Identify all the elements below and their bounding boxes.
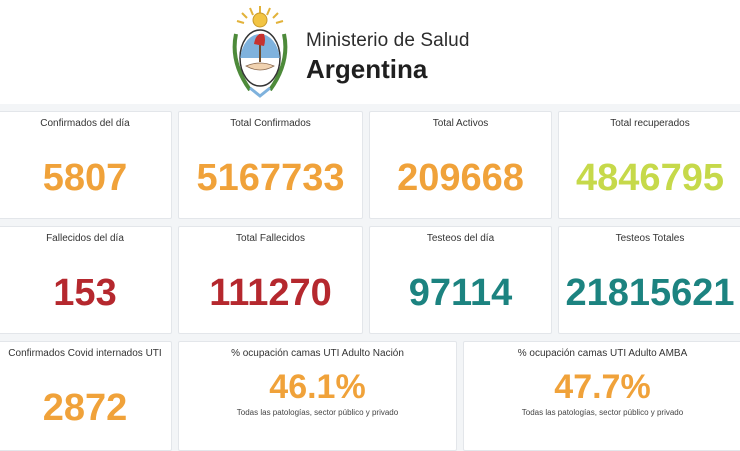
card-label: Total Activos (432, 118, 489, 129)
card-value: 46.1% (269, 368, 366, 406)
card-value: 5167733 (196, 157, 345, 199)
country-name: Argentina (306, 54, 428, 84)
card-label: Fallecidos del día (46, 233, 124, 244)
card-note: Todas las patologías, sector público y p… (236, 408, 399, 417)
card-label: Testeos Totales (615, 233, 685, 244)
card-total-activos: Total Activos 209668 (369, 111, 552, 219)
header: Ministerio de Salud Argentina (0, 0, 740, 104)
card-confirmados-del-dia: Confirmados del día 5807 (0, 111, 172, 219)
card-value: 4846795 (576, 157, 724, 199)
card-ocupacion-uti-amba: % ocupación camas UTI Adulto AMBA 47.7% … (463, 341, 740, 451)
card-value: 5807 (42, 157, 128, 199)
card-label: Testeos del día (426, 233, 495, 244)
ministry-name: Ministerio de Salud (306, 30, 470, 51)
card-label: Total Fallecidos (236, 233, 305, 244)
card-testeos-totales: Testeos Totales 21815621 (558, 226, 740, 334)
card-value: 153 (53, 272, 117, 314)
card-label: Confirmados Covid internados UTI (8, 348, 162, 359)
card-value: 47.7% (554, 368, 651, 406)
card-label: % ocupación camas UTI Adulto Nación (231, 348, 404, 359)
card-value: 209668 (397, 157, 524, 199)
card-value: 97114 (408, 272, 513, 314)
card-total-confirmados: Total Confirmados 5167733 (178, 111, 363, 219)
card-label: Total recuperados (610, 118, 690, 129)
card-total-fallecidos: Total Fallecidos 111270 (178, 226, 363, 334)
card-value: 2872 (42, 387, 128, 429)
card-note: Todas las patologías, sector público y p… (521, 408, 684, 417)
card-ocupacion-uti-nacion: % ocupación camas UTI Adulto Nación 46.1… (178, 341, 457, 451)
card-fallecidos-del-dia: Fallecidos del día 153 (0, 226, 172, 334)
card-label: % ocupación camas UTI Adulto AMBA (517, 348, 688, 359)
card-value: 111270 (209, 272, 332, 314)
card-total-recuperados: Total recuperados 4846795 (558, 111, 740, 219)
card-label: Total Confirmados (230, 118, 311, 129)
card-label: Confirmados del día (40, 118, 130, 129)
card-internados-uti: Confirmados Covid internados UTI 2872 (0, 341, 172, 451)
card-testeos-del-dia: Testeos del día 97114 (369, 226, 552, 334)
card-value: 21815621 (565, 272, 735, 314)
coat-of-arms-icon (232, 6, 288, 98)
